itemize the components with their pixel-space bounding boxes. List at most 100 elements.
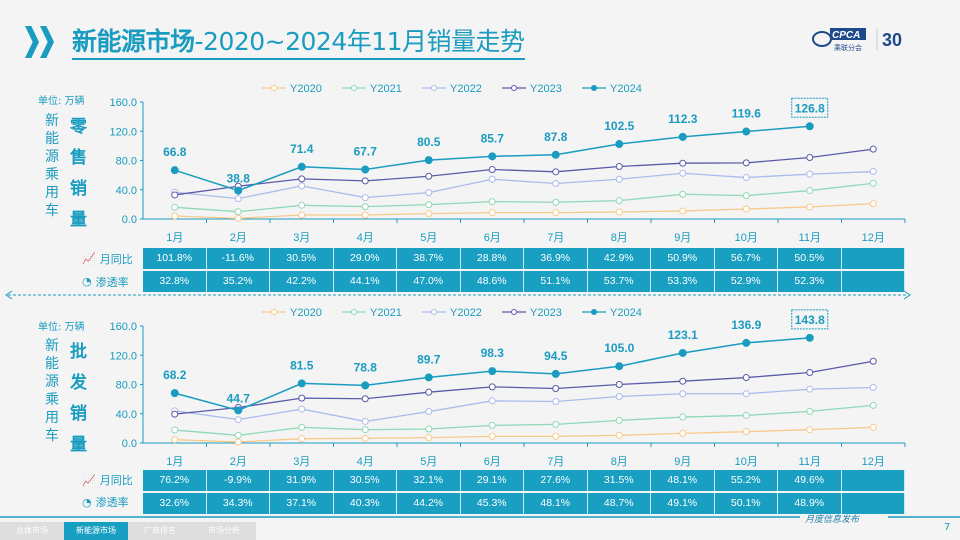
data-point-Y2021 bbox=[361, 426, 369, 434]
data-point-Y2024 bbox=[170, 166, 179, 175]
legend-marker-Y2022 bbox=[431, 309, 437, 315]
data-point-Y2021 bbox=[171, 203, 179, 211]
data-label: 102.5 bbox=[604, 119, 634, 133]
data-label: 123.1 bbox=[668, 328, 698, 342]
yoy-label: 📈 月同比 bbox=[82, 248, 133, 269]
data-point-Y2022 bbox=[615, 175, 623, 183]
x-tick-label: 1月 bbox=[166, 456, 183, 468]
legend-label: Y2024 bbox=[610, 307, 642, 319]
footer-tab[interactable]: 厂商排名 bbox=[128, 522, 192, 540]
table-cell: 55.2% bbox=[714, 470, 778, 491]
series-line-Y2021 bbox=[174, 404, 874, 436]
data-label: 89.7 bbox=[417, 352, 441, 366]
y-tick-label: 40.0 bbox=[116, 409, 137, 421]
data-point-Y2022 bbox=[552, 180, 560, 188]
wholesale-sales-chart: Y2020 Y2021 Y2022 Y2023 Y2024 0.0 40.0 80.0 120.… bbox=[109, 307, 906, 468]
table-cell: 50.1% bbox=[714, 493, 778, 514]
data-point-Y2022 bbox=[615, 392, 623, 400]
series-line-Y2023 bbox=[174, 360, 874, 415]
data-point-Y2021 bbox=[679, 190, 687, 198]
footer-tab[interactable]: 市场分析 bbox=[192, 522, 256, 540]
table-cell: 49.6% bbox=[778, 470, 842, 491]
page-number: 7 bbox=[944, 522, 951, 533]
data-point-Y2023 bbox=[425, 388, 433, 396]
footer-tab[interactable]: 新能源市场 bbox=[64, 522, 128, 540]
data-point-Y2024 bbox=[234, 186, 243, 195]
data-point-Y2023 bbox=[869, 357, 877, 365]
data-point-Y2024 bbox=[488, 152, 497, 161]
legend-label: Y2023 bbox=[530, 83, 562, 95]
data-label: 143.8 bbox=[795, 313, 825, 327]
table-cell: 48.1% bbox=[524, 493, 588, 514]
data-label: 87.8 bbox=[544, 130, 568, 144]
table-cell bbox=[841, 493, 905, 514]
data-point-Y2020 bbox=[361, 211, 369, 219]
data-label: 78.8 bbox=[354, 360, 378, 374]
data-point-Y2021 bbox=[425, 425, 433, 433]
series-line-Y2021 bbox=[174, 182, 874, 213]
data-point-Y2022 bbox=[552, 397, 560, 405]
page-title: 新能源市场-2020~2024年11月销量走势 bbox=[72, 26, 525, 60]
table-cell: 32.6% bbox=[143, 493, 207, 514]
legend-marker-Y2022 bbox=[431, 85, 437, 91]
data-point-Y2020 bbox=[425, 434, 433, 442]
table-cell: 36.9% bbox=[524, 248, 588, 269]
side-label: 新能源乘用车 bbox=[45, 113, 59, 219]
table-cell: 30.5% bbox=[333, 470, 397, 491]
data-label: 38.8 bbox=[227, 172, 251, 186]
data-point-Y2021 bbox=[742, 411, 750, 419]
data-point-Y2020 bbox=[298, 435, 306, 443]
data-point-Y2021 bbox=[488, 198, 496, 206]
data-point-Y2024 bbox=[234, 406, 243, 415]
svg-text:30: 30 bbox=[882, 30, 902, 50]
unit-label: 单位: 万辆 bbox=[38, 322, 85, 333]
table-cell: 48.9% bbox=[778, 493, 842, 514]
legend-marker-Y2023 bbox=[511, 309, 517, 315]
data-point-Y2023 bbox=[679, 377, 687, 385]
data-point-Y2021 bbox=[552, 420, 560, 428]
data-point-Y2023 bbox=[425, 172, 433, 180]
legend-marker-Y2024 bbox=[591, 309, 597, 315]
table-cell: 76.2% bbox=[143, 470, 207, 491]
x-tick-label: 5月 bbox=[420, 456, 437, 468]
data-point-Y2021 bbox=[425, 201, 433, 209]
data-point-Y2021 bbox=[615, 197, 623, 205]
table-cell: 27.6% bbox=[524, 470, 588, 491]
legend-label: Y2021 bbox=[370, 307, 402, 319]
x-tick-label: 12月 bbox=[862, 456, 885, 468]
table-cell: 30.5% bbox=[270, 248, 334, 269]
table-cell: 50.5% bbox=[778, 248, 842, 269]
y-tick-label: 0.0 bbox=[122, 438, 137, 450]
pie-chart-icon: ◔ bbox=[82, 495, 92, 509]
table-row-yoy: 76.2% -9.9% 31.9% 30.5% 32.1% 29.1% 27.6% 31.5%… bbox=[143, 470, 905, 491]
data-label: 44.7 bbox=[227, 391, 251, 405]
data-point-Y2020 bbox=[488, 432, 496, 440]
data-label: 67.7 bbox=[354, 144, 378, 158]
x-tick-label: 7月 bbox=[547, 232, 564, 244]
data-point-Y2023 bbox=[552, 385, 560, 393]
data-point-Y2022 bbox=[869, 383, 877, 391]
table-cell bbox=[841, 470, 905, 491]
x-tick-label: 10月 bbox=[735, 232, 758, 244]
data-point-Y2021 bbox=[869, 401, 877, 409]
yoy-label: 📈 月同比 bbox=[82, 470, 133, 490]
data-point-Y2023 bbox=[615, 381, 623, 388]
x-tick-label: 4月 bbox=[357, 456, 374, 468]
legend-label: Y2020 bbox=[290, 307, 322, 319]
table-cell: 53.7% bbox=[587, 271, 651, 292]
data-point-Y2023 bbox=[679, 159, 687, 167]
data-point-Y2021 bbox=[552, 198, 560, 206]
table-cell: 50.9% bbox=[651, 248, 715, 269]
footer-tab[interactable]: 总体市场 bbox=[0, 522, 64, 540]
data-point-Y2021 bbox=[806, 407, 814, 415]
series-line-Y2023 bbox=[174, 148, 874, 196]
data-point-Y2023 bbox=[806, 369, 814, 377]
highlight-box bbox=[791, 97, 829, 118]
data-point-Y2024 bbox=[678, 348, 687, 357]
table-cell: 48.6% bbox=[460, 271, 524, 292]
table-cell: 28.8% bbox=[460, 248, 524, 269]
legend-label: Y2022 bbox=[450, 307, 482, 319]
data-point-Y2024 bbox=[424, 373, 433, 382]
data-label: 126.8 bbox=[795, 101, 825, 115]
data-point-Y2024 bbox=[742, 338, 751, 347]
